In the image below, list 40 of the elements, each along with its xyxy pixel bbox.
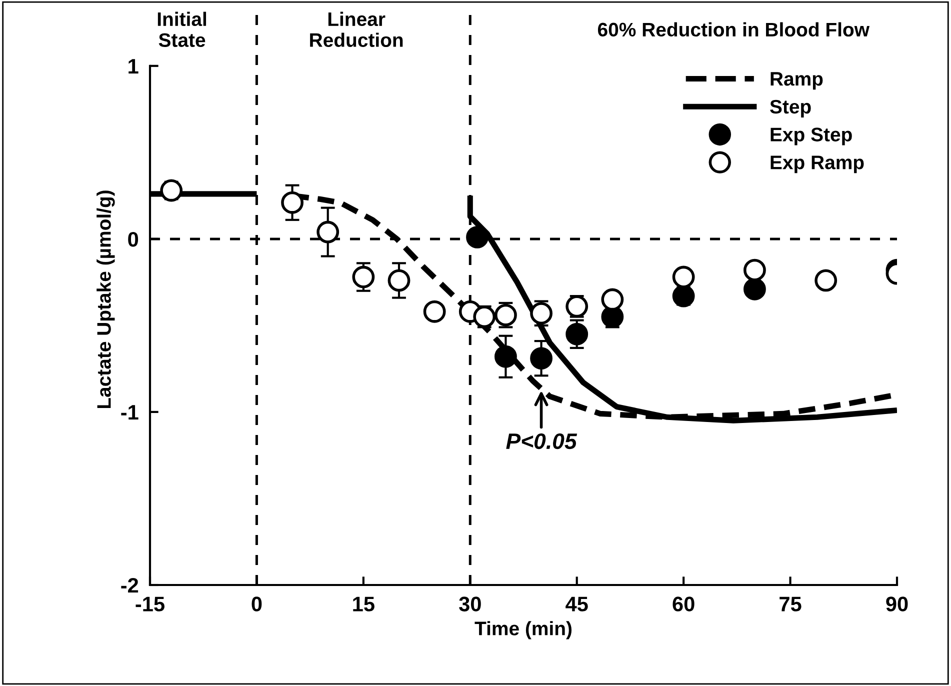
point	[744, 278, 766, 300]
point	[316, 220, 340, 244]
point	[566, 322, 588, 346]
point	[388, 269, 410, 292]
point	[466, 226, 488, 248]
legend-label: Step	[770, 100, 811, 118]
point	[281, 191, 304, 214]
point	[473, 306, 496, 328]
x-axis-title: Time (min)	[474, 621, 572, 640]
x-tick-label: 90	[886, 596, 908, 612]
y-tick-label: 1	[128, 59, 138, 74]
annotation: 60% Reduction in Blood Flow	[598, 22, 870, 37]
point	[814, 269, 838, 292]
y-tick-label: 0	[128, 232, 138, 247]
legend-label: Exp Step	[770, 128, 852, 146]
x-tick-label: 15	[353, 596, 374, 612]
x-tick-label: 60	[672, 596, 694, 612]
point	[530, 347, 552, 370]
y-tick-label: -1	[121, 405, 138, 420]
y-axis-title: Lactate Uptake (µmol/g)	[96, 190, 115, 408]
point	[423, 300, 446, 323]
legend-label: Ramp	[770, 72, 823, 90]
point	[160, 179, 183, 202]
point	[744, 258, 766, 282]
point	[494, 304, 517, 326]
annotation: Linear Reduction	[310, 12, 403, 47]
annotation: P<0.05	[506, 433, 578, 450]
x-tick-label: 45	[566, 596, 588, 612]
point	[494, 345, 517, 368]
x-tick-label: 30	[459, 596, 481, 612]
point	[672, 266, 695, 288]
x-tick-label: -15	[136, 596, 164, 612]
y-tick-label: -2	[121, 578, 138, 593]
x-tick-label: 0	[252, 596, 262, 612]
legend-label: Exp Ramp	[770, 156, 864, 174]
point	[530, 302, 552, 325]
point	[352, 266, 375, 288]
annotation: Initial State	[158, 12, 206, 47]
point	[566, 295, 588, 318]
x-tick-label: 75	[780, 596, 802, 612]
